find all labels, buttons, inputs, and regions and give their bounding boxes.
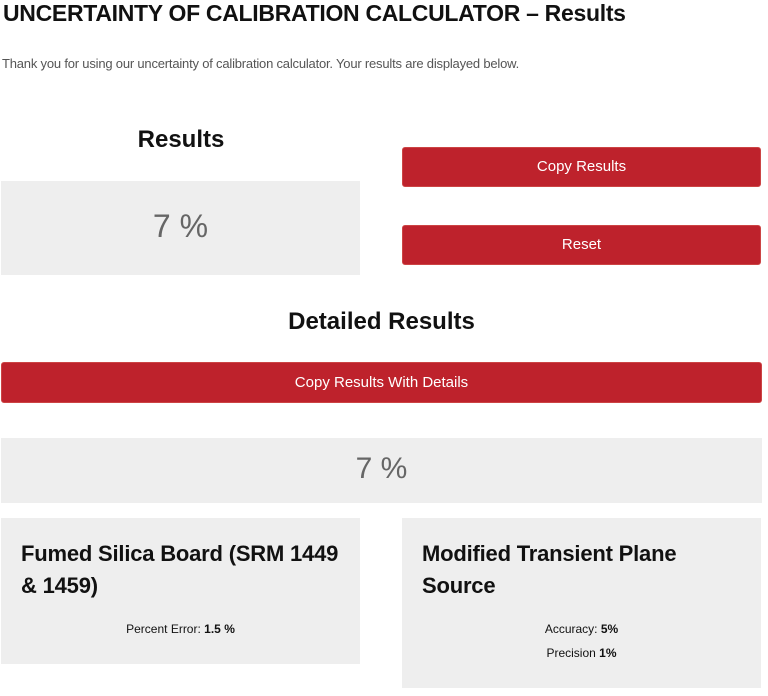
percent-error-line: Percent Error: 1.5 % [1, 622, 360, 636]
card-title: Fumed Silica Board (SRM 1449 & 1459) [21, 541, 339, 598]
detailed-value-panel: 7 % [1, 438, 762, 503]
results-heading: Results [137, 126, 225, 153]
copy-results-with-details-button[interactable]: Copy Results With Details [1, 362, 762, 403]
percent-error-label: Percent Error: [126, 622, 201, 636]
detailed-value: 7 % [355, 452, 408, 485]
accuracy-value: 5% [600, 622, 619, 636]
precision-value: 1% [599, 646, 617, 660]
results-panel: 7 % [1, 181, 360, 275]
page-title: UNCERTAINTY OF CALIBRATION CALCULATOR – … [3, 0, 626, 26]
copy-results-button[interactable]: Copy Results [402, 147, 761, 187]
intro-text: Thank you for using our uncertainty of c… [2, 56, 519, 71]
accuracy-line: Accuracy: 5% [402, 622, 761, 636]
precision-line: Precision 1% [402, 646, 761, 660]
results-value: 7 % [152, 208, 209, 244]
percent-error-value: 1.5 % [204, 622, 235, 636]
accuracy-label: Accuracy: [544, 622, 598, 636]
card-title: Modified Transient Plane Source [422, 541, 677, 598]
card-transient-plane-source: Modified Transient Plane Source Accuracy… [402, 518, 761, 688]
detailed-results-heading: Detailed Results [288, 308, 475, 335]
reset-button[interactable]: Reset [402, 225, 761, 265]
card-fumed-silica: Fumed Silica Board (SRM 1449 & 1459) Per… [1, 518, 360, 664]
precision-label: Precision [546, 646, 596, 660]
